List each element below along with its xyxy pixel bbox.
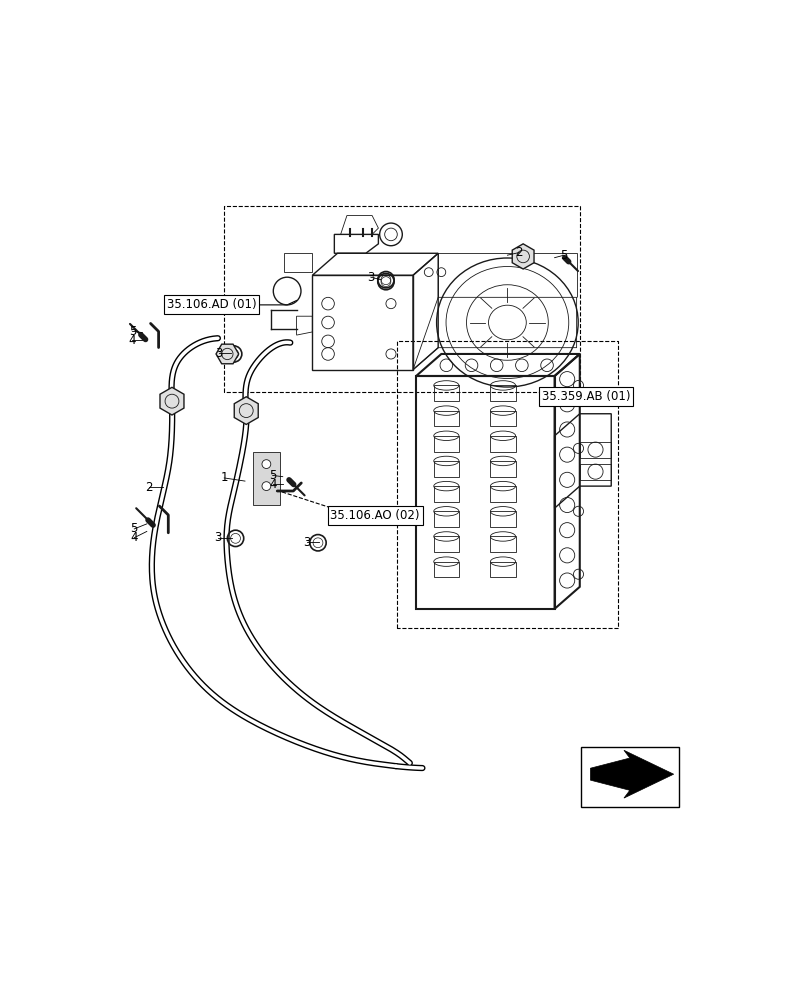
Polygon shape	[590, 750, 673, 798]
Polygon shape	[160, 387, 184, 415]
Text: 4: 4	[268, 478, 276, 491]
Circle shape	[262, 482, 270, 491]
Text: 35.359.AB (01): 35.359.AB (01)	[541, 390, 629, 403]
Text: 2: 2	[145, 481, 152, 494]
Text: 4: 4	[131, 531, 138, 544]
Text: 2: 2	[514, 246, 521, 259]
Text: 1: 1	[221, 471, 228, 484]
Text: 35.106.AD (01): 35.106.AD (01)	[166, 298, 256, 311]
Polygon shape	[252, 452, 280, 505]
Polygon shape	[216, 344, 238, 364]
Circle shape	[262, 460, 270, 469]
Text: 3: 3	[215, 347, 222, 360]
Polygon shape	[512, 244, 534, 269]
Text: 3: 3	[367, 271, 374, 284]
Text: 4: 4	[128, 334, 136, 347]
Text: 5: 5	[131, 522, 138, 535]
Text: 5: 5	[560, 249, 567, 262]
Text: 3: 3	[303, 536, 310, 549]
Text: 3: 3	[214, 531, 221, 544]
Text: 5: 5	[268, 469, 276, 482]
Text: 5: 5	[128, 325, 136, 338]
Polygon shape	[234, 397, 258, 424]
Text: 35.106.AO (02): 35.106.AO (02)	[330, 509, 419, 522]
